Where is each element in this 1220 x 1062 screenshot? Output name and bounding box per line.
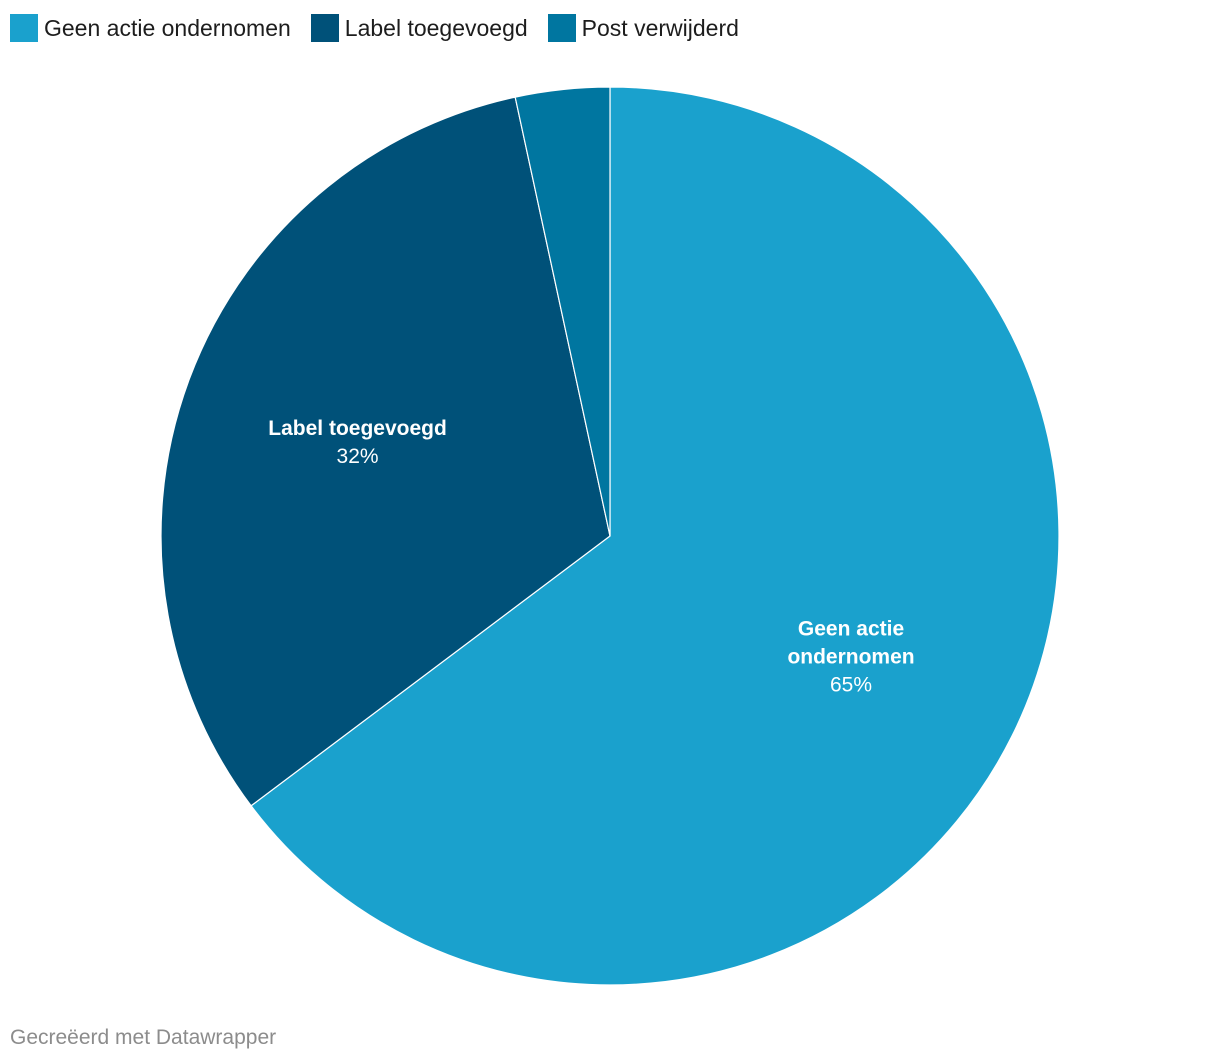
- legend-item-label-toegevoegd: Label toegevoegd: [310, 14, 528, 42]
- legend-swatch-post-verwijderd: [547, 14, 576, 42]
- pie-slice-label-toegevoegd: [160, 96, 611, 807]
- slice-label-label-toegevoegd: Label toegevoegd 32%: [268, 417, 447, 468]
- slice-percentage: 65%: [830, 673, 872, 696]
- legend-label-post-verwijderd: Post verwijderd: [581, 14, 739, 41]
- legend-swatch-label-toegevoegd: [310, 14, 339, 42]
- pie-labels: Geen actie ondernomen 65% Label toegevoegd 3…: [268, 417, 914, 696]
- legend-label-geen-actie: Geen actie ondernomen: [44, 14, 291, 41]
- chart-legend: Geen actie ondernomen Label toegevoegd P…: [10, 12, 759, 44]
- slice-name-line: Geen actie: [798, 617, 904, 640]
- slice-name-line: Label toegevoegd: [268, 417, 447, 440]
- pie-slice-post-verwijderd: [514, 86, 611, 537]
- slice-percentage: 32%: [337, 445, 379, 468]
- legend-item-geen-actie: Geen actie ondernomen: [10, 14, 291, 42]
- slice-label-geen-actie-ondernomen: Geen actie ondernomen 65%: [787, 617, 914, 696]
- legend-label-label-toegevoegd: Label toegevoegd: [344, 14, 528, 41]
- slice-name-line: ondernomen: [787, 645, 914, 668]
- datawrapper-credit: Gecreëerd met Datawrapper: [10, 1026, 277, 1049]
- pie-slices: [160, 86, 1060, 986]
- pie-slice-geen-actie-ondernomen: [250, 86, 1060, 986]
- legend-swatch-geen-actie: [10, 14, 38, 42]
- legend-item-post-verwijderd: Post verwijderd: [547, 14, 739, 42]
